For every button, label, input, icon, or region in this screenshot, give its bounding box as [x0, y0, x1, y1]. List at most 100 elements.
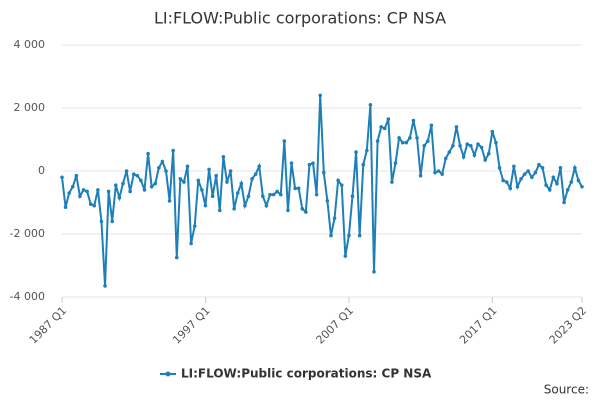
data-point — [271, 192, 276, 197]
data-point — [257, 164, 262, 169]
data-point — [203, 203, 208, 208]
data-point — [85, 189, 89, 194]
data-point — [472, 153, 477, 158]
data-point — [110, 219, 115, 224]
data-point — [167, 199, 172, 203]
data-point — [343, 254, 348, 258]
data-point — [529, 175, 534, 180]
x-tick-label: 2007 Q1 — [314, 304, 357, 347]
data-point — [221, 155, 226, 159]
data-point — [562, 200, 566, 205]
data-point — [196, 178, 201, 183]
data-point — [289, 161, 294, 165]
data-point — [547, 188, 552, 192]
data-point — [311, 161, 315, 165]
data-point — [117, 195, 122, 200]
data-point — [354, 150, 358, 154]
data-point — [99, 219, 104, 224]
data-point — [408, 136, 412, 140]
data-point — [250, 177, 254, 181]
data-point — [78, 194, 82, 198]
data-point — [228, 169, 233, 173]
data-point — [214, 173, 219, 178]
data-point — [512, 164, 516, 169]
data-point — [558, 166, 563, 170]
x-tick-label: 1997 Q1 — [170, 304, 213, 347]
source: Source: — [544, 383, 589, 397]
data-point — [422, 144, 427, 148]
data-point — [397, 136, 401, 140]
data-point — [300, 207, 305, 211]
data-point — [142, 188, 147, 192]
data-point — [92, 203, 97, 208]
data-point — [415, 136, 419, 140]
data-point — [304, 210, 308, 214]
data-point — [443, 156, 448, 161]
data-point — [386, 117, 391, 121]
data-point — [436, 169, 441, 173]
data-point — [200, 188, 204, 192]
data-point — [551, 175, 556, 180]
data-point — [540, 166, 545, 170]
y-tick-label: 2 000 — [14, 101, 46, 114]
data-point — [580, 184, 584, 189]
data-point — [139, 178, 143, 183]
data-point — [185, 164, 190, 169]
data-point — [264, 203, 269, 208]
y-tick-label: 4 000 — [14, 38, 46, 51]
data-point — [74, 173, 79, 178]
data-point — [81, 188, 86, 192]
data-point — [293, 186, 297, 191]
data-point — [182, 180, 186, 184]
data-point — [486, 151, 491, 156]
data-point — [433, 170, 437, 175]
data-point — [314, 192, 319, 197]
data-point — [526, 169, 531, 173]
data-point — [296, 186, 301, 191]
data-point — [357, 233, 362, 238]
data-point — [400, 140, 405, 145]
data-point — [494, 140, 498, 145]
x-tick-label: 2017 Q1 — [457, 304, 500, 347]
data-point — [447, 150, 452, 154]
data-point — [128, 189, 132, 194]
data-point — [379, 125, 383, 129]
data-point — [131, 172, 136, 176]
data-point — [454, 125, 459, 129]
legend-marker — [165, 371, 171, 377]
data-point — [253, 172, 258, 176]
y-tick-label: 0 — [38, 164, 45, 177]
data-point — [239, 181, 244, 186]
data-point — [576, 178, 581, 183]
data-point — [286, 208, 290, 213]
data-point — [476, 142, 480, 147]
data-point — [307, 162, 312, 167]
data-point — [375, 139, 380, 143]
data-point — [178, 177, 183, 181]
data-point — [508, 186, 513, 191]
data-point — [67, 191, 71, 195]
data-point — [425, 139, 430, 143]
data-point — [321, 170, 326, 175]
data-point — [88, 202, 93, 206]
data-point — [555, 181, 559, 186]
data-point — [217, 208, 222, 213]
data-point — [60, 175, 64, 180]
data-point — [565, 188, 570, 192]
data-point — [192, 224, 197, 228]
data-point — [121, 181, 125, 186]
data-point — [225, 180, 229, 184]
x-tick-label: 1987 Q1 — [27, 304, 70, 347]
data-point — [113, 183, 118, 187]
data-point — [325, 199, 330, 203]
data-point — [501, 178, 505, 183]
data-point — [515, 184, 520, 189]
data-point — [533, 170, 538, 175]
data-point — [544, 183, 548, 187]
data-point — [569, 180, 574, 184]
data-point — [171, 148, 175, 153]
data-point — [368, 103, 373, 107]
data-point — [347, 233, 351, 238]
data-point — [404, 140, 409, 145]
